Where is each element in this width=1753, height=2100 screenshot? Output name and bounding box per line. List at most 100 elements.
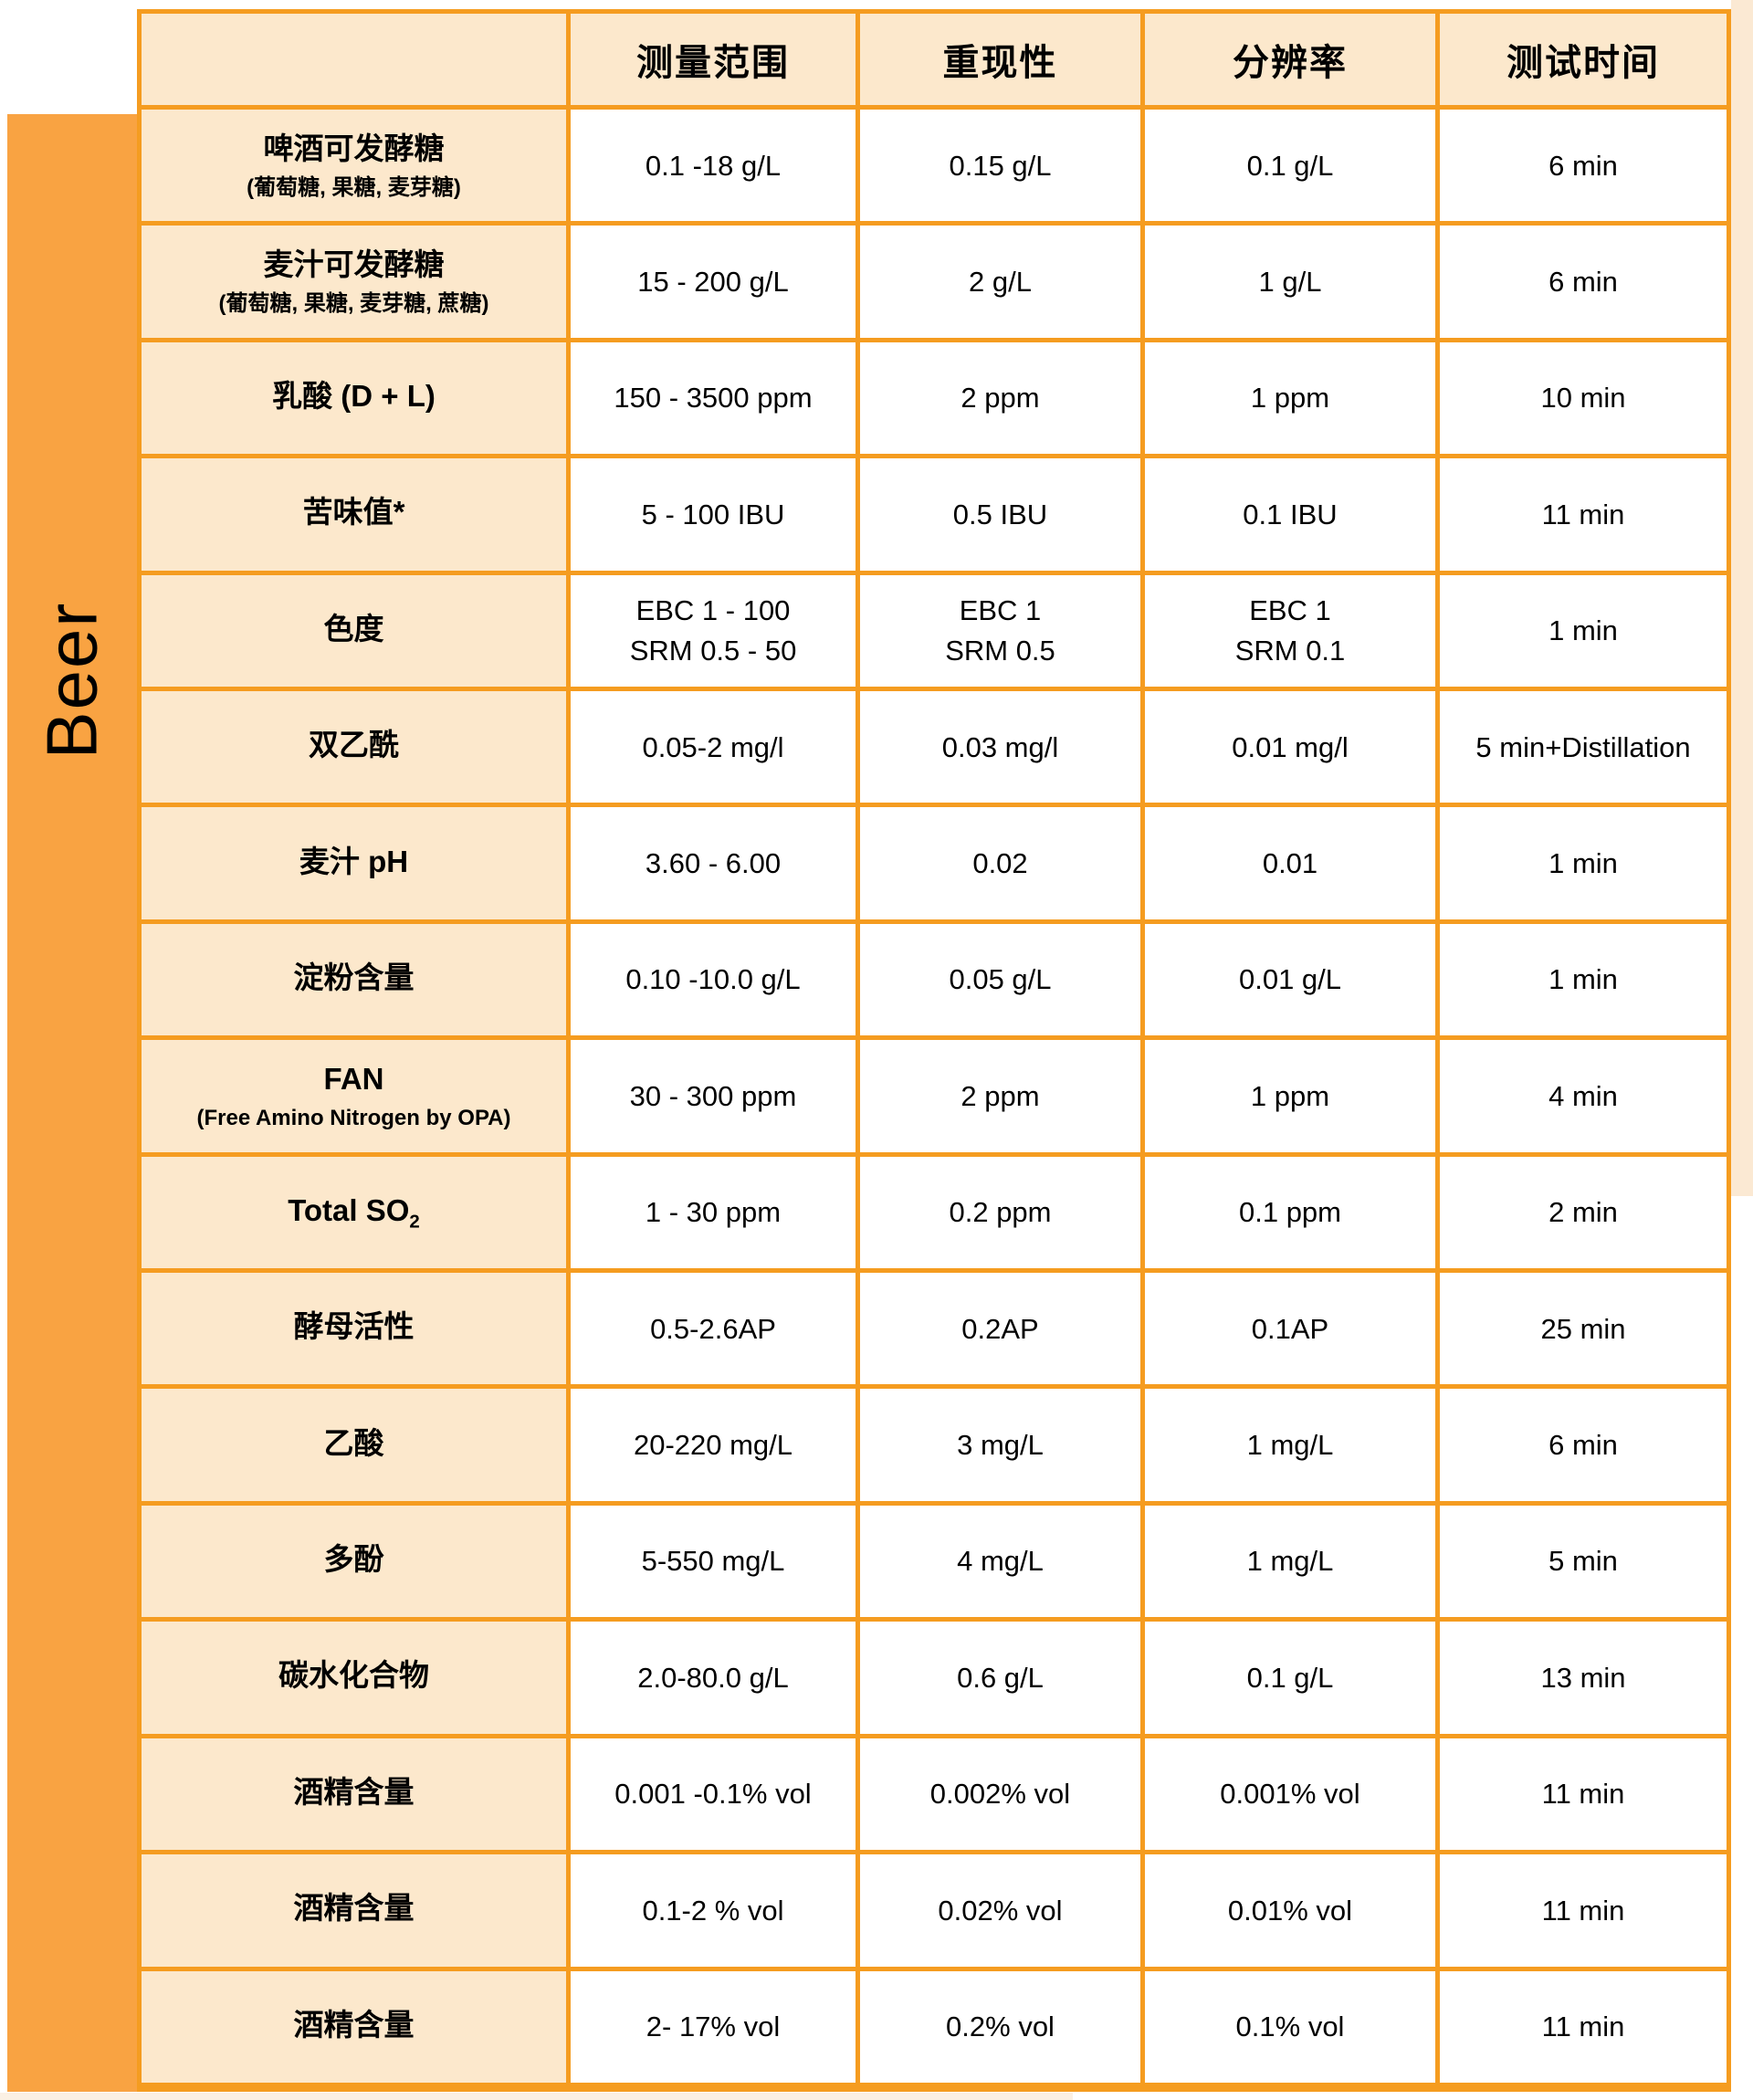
- reproducibility-cell: 0.5 IBU: [860, 458, 1140, 571]
- table-row: 酒精含量 2- 17% vol 0.2% vol 0.1% vol 11 min: [142, 1970, 1727, 2083]
- row-label-cell: 碳水化合物: [142, 1622, 566, 1734]
- resolution-cell: 0.01: [1145, 807, 1435, 919]
- measurement-range-cell: 0.05-2 mg/l: [571, 691, 856, 803]
- row-label: 酒精含量: [293, 1891, 415, 1926]
- table-row: 乙酸 20-220 mg/L 3 mg/L 1 mg/L 6 min: [142, 1389, 1727, 1501]
- row-label: 淀粉含量: [293, 960, 415, 994]
- measurement-range-cell: EBC 1 - 100 SRM 0.5 - 50: [571, 574, 856, 688]
- row-label: 麦汁 pH: [299, 844, 409, 878]
- row-label: 酒精含量: [293, 2007, 415, 2042]
- header-reproducibility: 重现性: [860, 14, 1140, 105]
- measurement-range-cell: 30 - 300 ppm: [571, 1040, 856, 1152]
- header-resolution: 分辨率: [1145, 14, 1435, 105]
- row-label-cell: 麦汁可发酵糖 (葡萄糖, 果糖, 麦芽糖, 蔗糖): [142, 226, 566, 338]
- beer-spec-table: 测量范围 重现性 分辨率 测试时间 啤酒可发酵糖 (葡萄糖, 果糖, 麦芽糖) …: [137, 9, 1731, 2092]
- row-label: 酵母活性: [293, 1309, 415, 1344]
- row-label: 酒精含量: [293, 1774, 415, 1809]
- table-row: FAN (Free Amino Nitrogen by OPA) 30 - 30…: [142, 1040, 1727, 1152]
- test-time-cell: 5 min+Distillation: [1440, 691, 1727, 803]
- table-row: 淀粉含量 0.10 -10.0 g/L 0.05 g/L 0.01 g/L 1 …: [142, 923, 1727, 1036]
- reproducibility-cell: 3 mg/L: [860, 1389, 1140, 1501]
- row-label-cell: 双乙酰: [142, 691, 566, 803]
- reproducibility-cell: 0.2 ppm: [860, 1156, 1140, 1269]
- row-label: Total SO2: [288, 1192, 420, 1233]
- row-label-cell: 多酚: [142, 1505, 566, 1618]
- table-row: 色度 EBC 1 - 100 SRM 0.5 - 50 EBC 1 SRM 0.…: [142, 574, 1727, 688]
- table-header-row: 测量范围 重现性 分辨率 测试时间: [142, 14, 1727, 105]
- measurement-range-cell: 20-220 mg/L: [571, 1389, 856, 1501]
- row-label: 麦汁可发酵糖: [263, 247, 445, 282]
- beer-group-band: Beer: [7, 114, 137, 2092]
- row-label: 色度: [323, 611, 384, 646]
- row-label-cell: FAN (Free Amino Nitrogen by OPA): [142, 1040, 566, 1152]
- row-label-cell: Total SO2: [142, 1156, 566, 1269]
- test-time-cell: 11 min: [1440, 458, 1727, 571]
- resolution-cell: 1 g/L: [1145, 226, 1435, 338]
- row-label-cell: 色度: [142, 574, 566, 688]
- table-row: 酒精含量 0.1-2 % vol 0.02% vol 0.01% vol 11 …: [142, 1854, 1727, 1967]
- measurement-range-cell: 1 - 30 ppm: [571, 1156, 856, 1269]
- reproducibility-cell: 0.03 mg/l: [860, 691, 1140, 803]
- test-time-cell: 13 min: [1440, 1622, 1727, 1734]
- row-label: 乙酸: [323, 1425, 384, 1460]
- reproducibility-cell: 2 ppm: [860, 341, 1140, 455]
- reproducibility-cell: 0.002% vol: [860, 1738, 1140, 1851]
- test-time-cell: 1 min: [1440, 574, 1727, 688]
- reproducibility-cell: 0.15 g/L: [860, 110, 1140, 222]
- row-label-cell: 酵母活性: [142, 1273, 566, 1385]
- test-time-cell: 10 min: [1440, 341, 1727, 455]
- resolution-cell: EBC 1 SRM 0.1: [1145, 574, 1435, 688]
- reproducibility-cell: 0.05 g/L: [860, 923, 1140, 1036]
- test-time-cell: 25 min: [1440, 1273, 1727, 1385]
- test-time-cell: 1 min: [1440, 807, 1727, 919]
- reproducibility-cell: 4 mg/L: [860, 1505, 1140, 1618]
- test-time-cell: 11 min: [1440, 1738, 1727, 1851]
- table-row: 双乙酰 0.05-2 mg/l 0.03 mg/l 0.01 mg/l 5 mi…: [142, 691, 1727, 803]
- resolution-cell: 0.1 IBU: [1145, 458, 1435, 571]
- measurement-range-cell: 15 - 200 g/L: [571, 226, 856, 338]
- table-row: Total SO2 1 - 30 ppm 0.2 ppm 0.1 ppm 2 m…: [142, 1156, 1727, 1269]
- right-margin-strip: [1731, 0, 1753, 1196]
- reproducibility-cell: 0.02: [860, 807, 1140, 919]
- resolution-cell: 0.1% vol: [1145, 1970, 1435, 2083]
- table-row: 多酚 5-550 mg/L 4 mg/L 1 mg/L 5 min: [142, 1505, 1727, 1618]
- measurement-range-cell: 0.5-2.6AP: [571, 1273, 856, 1385]
- resolution-cell: 1 mg/L: [1145, 1505, 1435, 1618]
- row-label: FAN: [323, 1061, 384, 1096]
- row-label: 乳酸 (D + L): [272, 378, 436, 413]
- test-time-cell: 6 min: [1440, 226, 1727, 338]
- test-time-cell: 2 min: [1440, 1156, 1727, 1269]
- test-time-cell: 1 min: [1440, 923, 1727, 1036]
- row-label-cell: 酒精含量: [142, 1738, 566, 1851]
- row-label: 双乙酰: [309, 728, 399, 762]
- row-sublabel: (Free Amino Nitrogen by OPA): [196, 1106, 511, 1131]
- resolution-cell: 0.1AP: [1145, 1273, 1435, 1385]
- reproducibility-cell: EBC 1 SRM 0.5: [860, 574, 1140, 688]
- resolution-cell: 1 mg/L: [1145, 1389, 1435, 1501]
- header-corner-cell: [142, 14, 566, 105]
- table-row: 麦汁 pH 3.60 - 6.00 0.02 0.01 1 min: [142, 807, 1727, 919]
- row-label-cell: 乳酸 (D + L): [142, 341, 566, 455]
- measurement-range-cell: 0.10 -10.0 g/L: [571, 923, 856, 1036]
- reproducibility-cell: 0.6 g/L: [860, 1622, 1140, 1734]
- table-row: 酵母活性 0.5-2.6AP 0.2AP 0.1AP 25 min: [142, 1273, 1727, 1385]
- resolution-cell: 0.1 ppm: [1145, 1156, 1435, 1269]
- measurement-range-cell: 0.001 -0.1% vol: [571, 1738, 856, 1851]
- header-measurement-range: 测量范围: [571, 14, 856, 105]
- table-row: 苦味值* 5 - 100 IBU 0.5 IBU 0.1 IBU 11 min: [142, 458, 1727, 571]
- resolution-cell: 0.01 g/L: [1145, 923, 1435, 1036]
- row-label-cell: 酒精含量: [142, 1970, 566, 2083]
- row-label: 碳水化合物: [278, 1658, 429, 1693]
- measurement-range-cell: 2- 17% vol: [571, 1970, 856, 2083]
- test-time-cell: 11 min: [1440, 1970, 1727, 2083]
- row-label-cell: 酒精含量: [142, 1854, 566, 1967]
- row-label-cell: 淀粉含量: [142, 923, 566, 1036]
- reproducibility-cell: 2 g/L: [860, 226, 1140, 338]
- bottom-margin-strip: [0, 2093, 1073, 2100]
- row-label: 啤酒可发酵糖: [263, 131, 445, 165]
- row-label-cell: 乙酸: [142, 1389, 566, 1501]
- row-label-cell: 苦味值*: [142, 458, 566, 571]
- measurement-range-cell: 150 - 3500 ppm: [571, 341, 856, 455]
- measurement-range-cell: 2.0-80.0 g/L: [571, 1622, 856, 1734]
